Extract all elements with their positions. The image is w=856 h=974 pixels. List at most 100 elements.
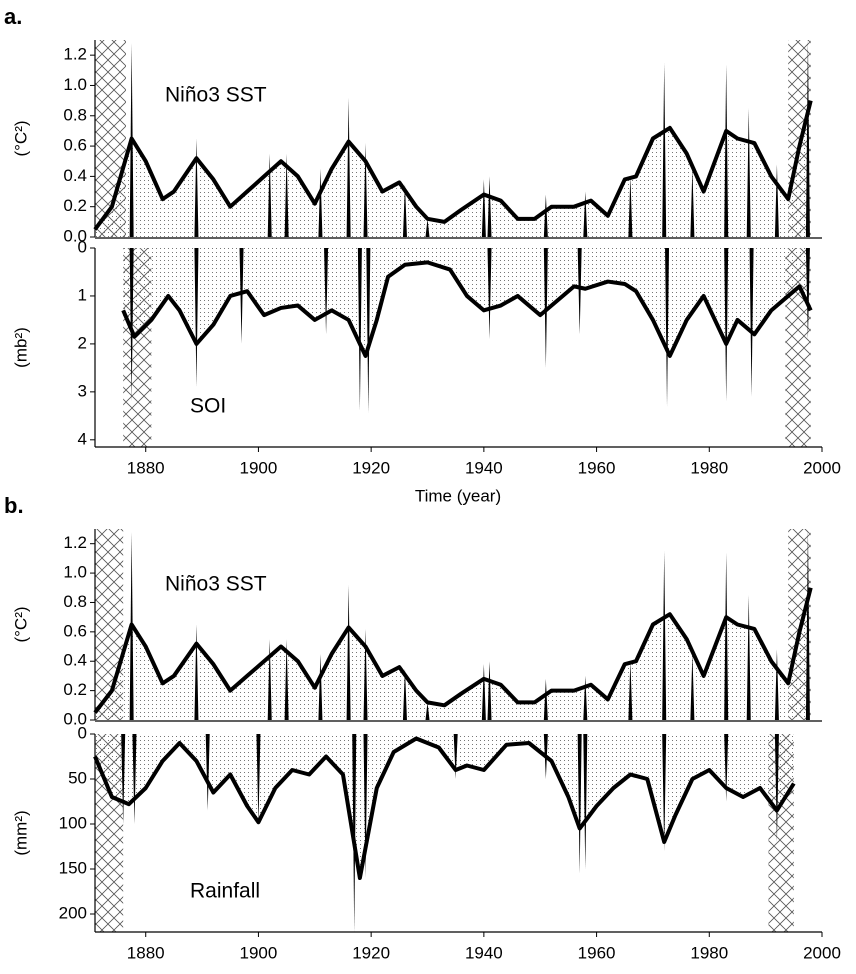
y-tick-label: 0.0 (63, 226, 87, 245)
spike (774, 649, 779, 720)
spike (121, 734, 126, 824)
spike (481, 664, 486, 720)
spike (805, 248, 810, 340)
annotation: Niño3 SST (165, 573, 267, 596)
panel-label: b. (4, 493, 24, 518)
spike (425, 702, 430, 720)
spike (256, 734, 261, 824)
spike (690, 653, 695, 720)
spike (487, 248, 492, 340)
spike (267, 153, 272, 237)
y-tick-label: 0 (78, 237, 87, 256)
spike (724, 248, 729, 402)
x-tick-label: 1900 (240, 943, 278, 962)
spike (543, 194, 548, 237)
spike (402, 183, 407, 237)
spike (205, 734, 210, 811)
spike (346, 584, 351, 720)
spike (746, 595, 751, 720)
spike (284, 639, 289, 720)
x-tick-label: 1900 (240, 458, 278, 477)
y-axis-label: (°C²) (11, 606, 30, 642)
y-tick-label: 0.8 (63, 592, 87, 611)
panel-label: a. (4, 4, 22, 29)
y-tick-label: 200 (59, 903, 87, 922)
y-tick-label: 3 (78, 381, 87, 400)
envelope-line (93, 736, 796, 880)
y-tick-label: 1 (78, 285, 87, 304)
spike (583, 191, 588, 237)
spike (749, 248, 754, 397)
y-tick-label: 1.2 (63, 45, 87, 64)
spike (363, 143, 368, 237)
annotation: Niño3 SST (165, 84, 267, 107)
x-tick-label: 1920 (352, 943, 390, 962)
y-tick-label: 0.2 (63, 680, 87, 699)
y-tick-label: 1.0 (63, 75, 87, 94)
y-tick-label: 4 (78, 429, 87, 448)
spike (665, 248, 670, 407)
spike (363, 734, 368, 878)
annotation: Rainfall (190, 880, 260, 903)
y-axis-label: (mm²) (11, 810, 30, 855)
spike (774, 734, 779, 842)
envelope-area (95, 587, 811, 720)
x-tick-label: 2000 (803, 943, 841, 962)
spike (662, 551, 667, 720)
envelope-area (123, 248, 811, 356)
spike (487, 661, 492, 720)
y-tick-label: 0.6 (63, 621, 87, 640)
spike (402, 668, 407, 720)
spike (662, 734, 667, 851)
x-tick-label: 1960 (578, 458, 616, 477)
spike (318, 168, 323, 237)
envelope-line (93, 587, 813, 714)
x-tick-label: 1940 (465, 458, 503, 477)
spike (662, 62, 667, 237)
x-tick-label: 1880 (127, 458, 165, 477)
spike (543, 678, 548, 720)
spike (194, 624, 199, 720)
y-tick-label: 0.0 (63, 709, 87, 728)
spike (583, 734, 588, 869)
spike (628, 176, 633, 237)
spike (805, 40, 810, 237)
y-axis-label: (mb²) (11, 327, 30, 368)
envelope-area (95, 100, 811, 237)
spike (724, 552, 729, 720)
spike (425, 218, 430, 237)
spike (724, 734, 729, 802)
spike (324, 248, 329, 335)
y-tick-label: 0.4 (63, 651, 87, 670)
spike (487, 176, 492, 237)
y-tick-label: 100 (59, 813, 87, 832)
spike (583, 675, 588, 720)
spike (346, 97, 351, 237)
spike (366, 248, 371, 414)
spike (453, 734, 458, 779)
spike (577, 734, 582, 874)
x-tick-label: 1920 (352, 458, 390, 477)
spike (284, 153, 289, 237)
y-tick-label: 150 (59, 858, 87, 877)
x-tick-label: 1880 (127, 943, 165, 962)
y-tick-label: 2 (78, 333, 87, 352)
spike (746, 108, 751, 237)
x-tick-label: 2000 (803, 458, 841, 477)
spike (774, 164, 779, 237)
spike (194, 248, 199, 388)
envelope-line (93, 100, 813, 231)
spike (724, 64, 729, 237)
y-tick-label: 0 (78, 723, 87, 742)
y-tick-label: 1.0 (63, 563, 87, 582)
spike (628, 661, 633, 720)
spike (239, 248, 244, 344)
y-tick-label: 0.8 (63, 105, 87, 124)
x-tick-label: 1940 (465, 943, 503, 962)
annotation: SOI (190, 395, 226, 418)
spike (577, 248, 582, 335)
y-axis-label: (°C²) (11, 120, 30, 156)
y-tick-label: 1.2 (63, 533, 87, 552)
spike (267, 639, 272, 720)
